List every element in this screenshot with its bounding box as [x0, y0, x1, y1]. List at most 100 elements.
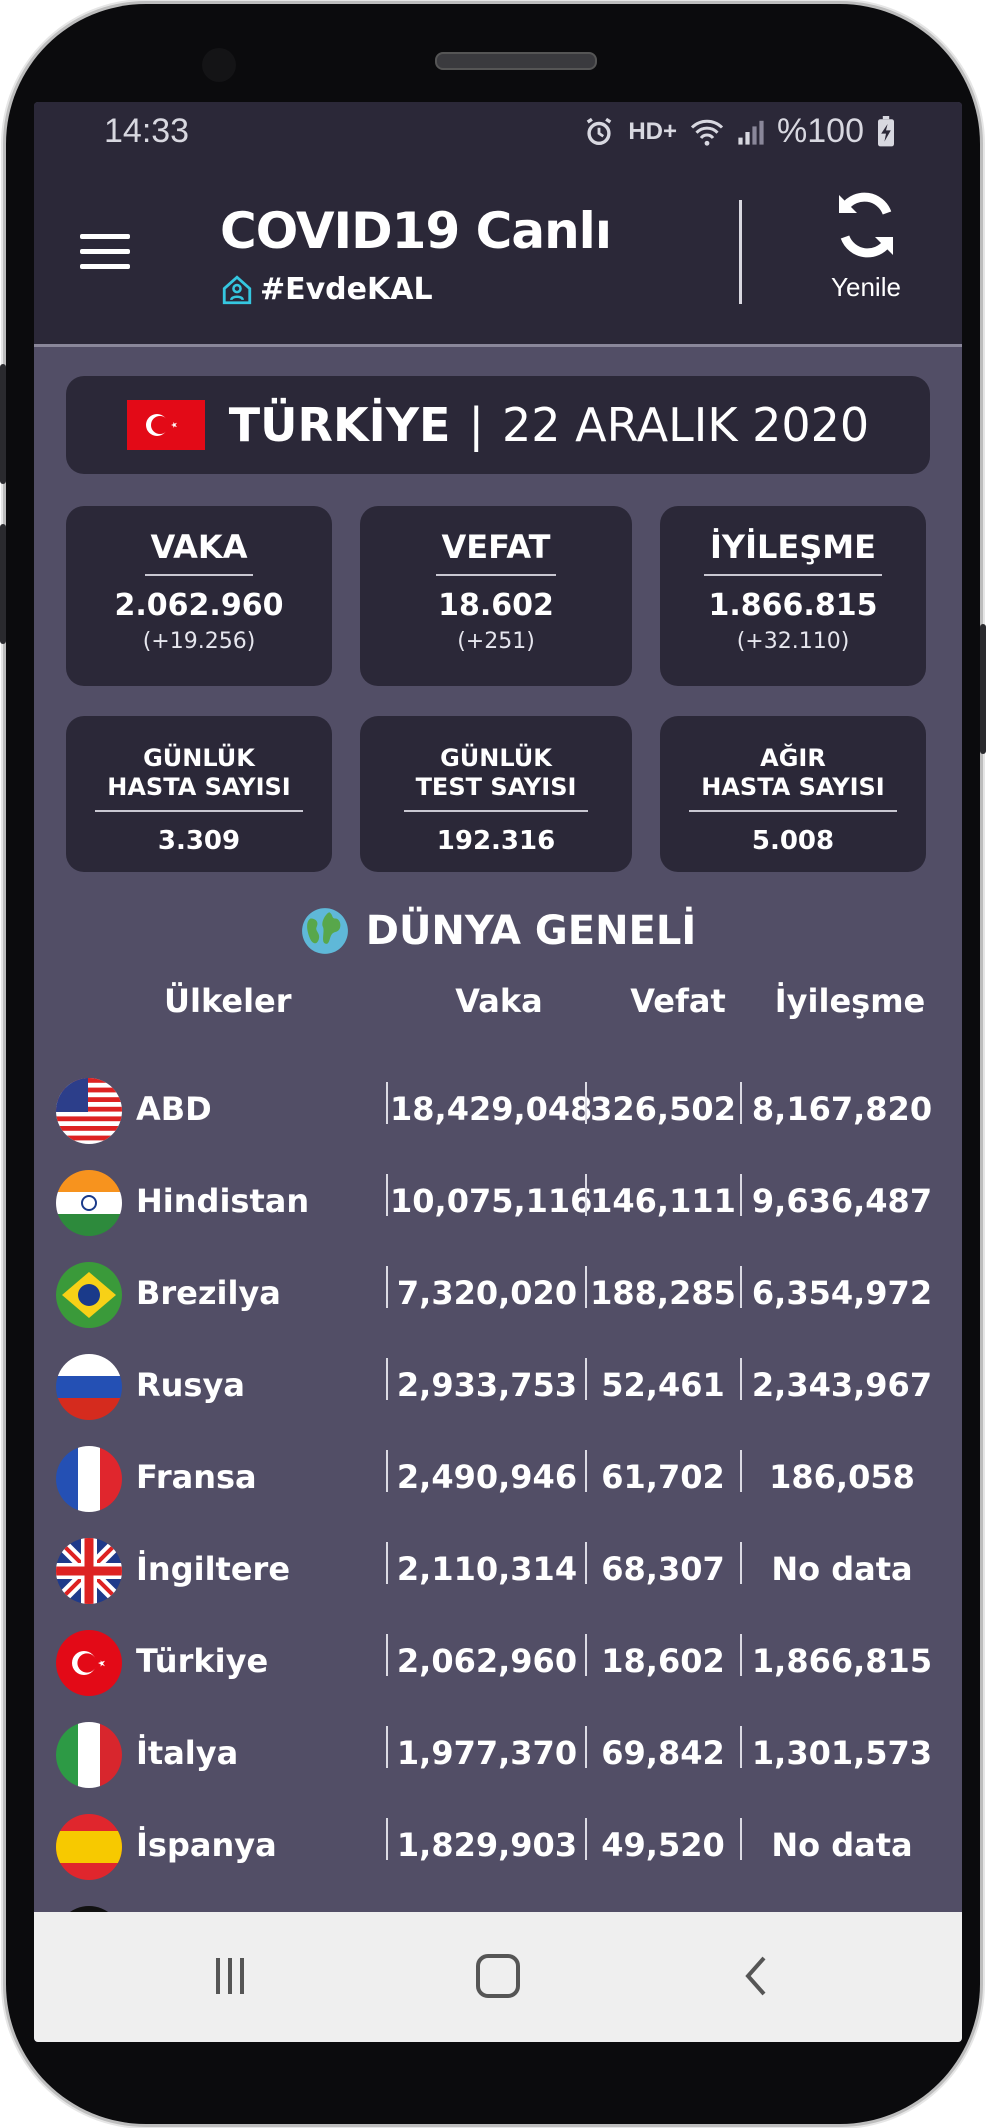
stat-title: GÜNLÜK HASTA SAYISI — [95, 744, 303, 812]
stat-value: 192.316 — [436, 826, 556, 856]
cases-cell: 2,933,753 — [396, 1366, 578, 1404]
recovered-cell: 186,058 — [769, 1458, 915, 1496]
stat-card-daily-patients: GÜNLÜK HASTA SAYISI 3.309 — [66, 716, 332, 872]
status-icons: HD+ %100 — [582, 112, 896, 151]
refresh-icon — [839, 192, 893, 258]
column-divider — [740, 1174, 742, 1216]
country-name-cell: İspanya — [136, 1826, 277, 1864]
stat-value: 3.309 — [157, 826, 241, 856]
recents-icon — [216, 1958, 244, 1994]
russia-flag-icon — [56, 1354, 122, 1420]
recovered-cell: 9,636,487 — [751, 1182, 933, 1220]
country-row: Türkiye 2,062,960 18,602 1,866,815 — [34, 1620, 962, 1712]
recovered-cell: 1,301,573 — [751, 1734, 933, 1772]
column-divider — [386, 1818, 388, 1860]
deaths-cell: 49,520 — [601, 1826, 725, 1864]
column-divider — [740, 1726, 742, 1768]
column-divider — [585, 1174, 587, 1216]
stay-home-tag: #EvdeKAL — [260, 272, 433, 307]
column-header-cases: Vaka — [455, 982, 543, 1020]
back-button[interactable] — [716, 1946, 796, 2006]
column-divider — [585, 1266, 587, 1308]
report-date: 22 ARALIK 2020 — [501, 398, 870, 452]
volume-button — [0, 364, 6, 484]
status-time: 14:33 — [104, 112, 190, 150]
column-divider — [740, 1358, 742, 1400]
country-name-cell: Hindistan — [136, 1182, 310, 1220]
column-divider — [386, 1358, 388, 1400]
wifi-icon — [690, 119, 724, 146]
recents-button[interactable] — [190, 1946, 270, 2006]
column-divider — [740, 1634, 742, 1676]
column-header-recovered: İyileşme — [774, 982, 926, 1020]
battery-charging-icon — [878, 115, 894, 146]
header-divider — [739, 200, 742, 304]
deaths-cell: 188,285 — [590, 1274, 736, 1312]
france-flag-icon — [56, 1446, 122, 1512]
cases-cell: 2,110,314 — [396, 1550, 578, 1588]
deaths-cell: 68,307 — [601, 1550, 725, 1588]
country-row: Fransa 2,490,946 61,702 186,058 — [34, 1436, 962, 1528]
column-divider — [386, 1450, 388, 1492]
deaths-cell: 18,602 — [601, 1642, 725, 1680]
country-name-cell: İngiltere — [136, 1550, 291, 1588]
app-title: COVID19 Canlı — [220, 202, 612, 260]
country-row: İspanya 1,829,903 49,520 No data — [34, 1804, 962, 1896]
country-row: İtalya 1,977,370 69,842 1,301,573 — [34, 1712, 962, 1804]
country-separator: | — [468, 398, 484, 452]
country-name: TÜRKİYE — [228, 398, 451, 452]
cases-cell: 10,075,116 — [390, 1182, 593, 1220]
column-divider — [585, 1818, 587, 1860]
home-button[interactable] — [458, 1946, 538, 2006]
country-row: Brezilya 7,320,020 188,285 6,354,972 — [34, 1252, 962, 1344]
country-row: Rusya 2,933,753 52,461 2,343,967 — [34, 1344, 962, 1436]
deaths-cell: 146,111 — [590, 1182, 736, 1220]
column-divider — [386, 1542, 388, 1584]
menu-icon[interactable] — [80, 234, 130, 270]
status-bar: 14:33 HD+ %100 — [34, 102, 962, 162]
home-person-icon — [222, 274, 252, 304]
stat-card-daily-tests: GÜNLÜK TEST SAYISI 192.316 — [360, 716, 632, 872]
turkey-flag-icon — [126, 400, 205, 450]
country-name-cell: Brezilya — [136, 1274, 281, 1312]
spain-flag-icon — [56, 1814, 122, 1880]
cases-cell: 1,829,903 — [396, 1826, 578, 1864]
stat-value: 2.062.960 — [114, 588, 284, 623]
app-header: COVID19 Canlı #EvdeKAL Yenile — [34, 162, 962, 347]
column-divider — [740, 1082, 742, 1124]
column-divider — [386, 1174, 388, 1216]
recovered-cell: No data — [771, 1826, 913, 1864]
stat-card-cases: VAKA 2.062.960 (+19.256) — [66, 506, 332, 686]
stat-title: AĞIR HASTA SAYISI — [689, 744, 897, 812]
alarm-icon — [587, 117, 612, 145]
deaths-cell: 69,842 — [601, 1734, 725, 1772]
india-flag-icon — [56, 1170, 122, 1236]
column-divider — [585, 1726, 587, 1768]
stat-title: GÜNLÜK TEST SAYISI — [403, 744, 589, 812]
country-name-cell: Fransa — [136, 1458, 257, 1496]
column-divider — [740, 1818, 742, 1860]
country-row: Hindistan 10,075,116 146,111 9,636,487 — [34, 1160, 962, 1252]
column-divider — [585, 1082, 587, 1124]
us-flag-icon — [56, 1078, 122, 1144]
stat-title: VEFAT — [435, 528, 557, 576]
column-divider — [740, 1266, 742, 1308]
country-row: ABD 18,429,048 326,502 8,167,820 — [34, 1068, 962, 1160]
uk-flag-icon — [56, 1538, 122, 1604]
bixby-button — [0, 524, 6, 644]
stat-value: 5.008 — [751, 826, 835, 856]
country-name-cell: Türkiye — [136, 1642, 269, 1680]
brazil-flag-icon — [56, 1262, 122, 1328]
stat-card-critical-patients: AĞIR HASTA SAYISI 5.008 — [660, 716, 926, 872]
network-type: HD+ — [628, 117, 678, 145]
column-divider — [386, 1266, 388, 1308]
deaths-cell: 61,702 — [601, 1458, 725, 1496]
stat-title: VAKA — [144, 528, 254, 576]
home-icon — [476, 1954, 520, 1998]
cases-cell: 7,320,020 — [396, 1274, 578, 1312]
stat-value: 18.602 — [438, 588, 554, 623]
refresh-button[interactable]: Yenile — [806, 186, 926, 303]
country-name-cell: İtalya — [136, 1734, 239, 1772]
phone-frame: 14:33 HD+ %100 COVID19 Canlı #EvdeKAL Ye… — [0, 4, 986, 2124]
screen: 14:33 HD+ %100 COVID19 Canlı #EvdeKAL Ye… — [34, 102, 962, 2042]
